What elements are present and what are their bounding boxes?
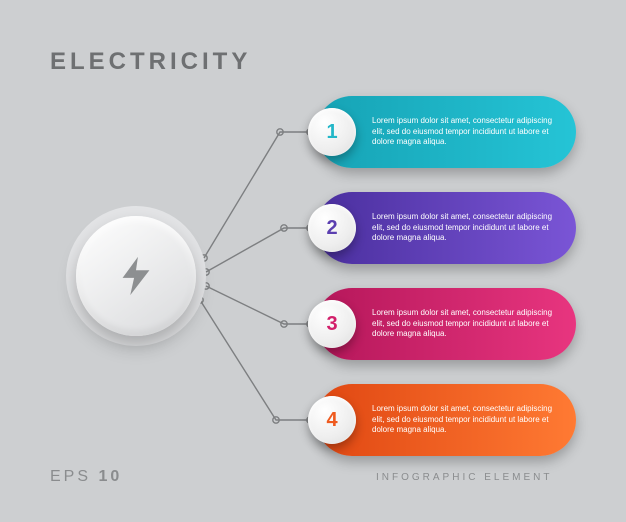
info-pill-4: 4Lorem ipsum dolor sit amet, consectetur… xyxy=(316,384,576,456)
bolt-icon xyxy=(113,253,159,299)
page-title: ELECTRICITY xyxy=(50,48,251,76)
eps-badge: EPS 10 xyxy=(50,468,122,486)
eps-version: 10 xyxy=(98,468,122,485)
hub-circle xyxy=(66,206,206,346)
info-pill-2: 2Lorem ipsum dolor sit amet, consectetur… xyxy=(316,192,576,264)
step-text-3: Lorem ipsum dolor sit amet, consectetur … xyxy=(372,308,556,340)
step-text-1: Lorem ipsum dolor sit amet, consectetur … xyxy=(372,116,556,148)
step-badge-2: 2 xyxy=(308,204,356,252)
infographic-label: INFOGRAPHIC ELEMENT xyxy=(376,472,552,483)
step-text-2: Lorem ipsum dolor sit amet, consectetur … xyxy=(372,212,556,244)
step-badge-3: 3 xyxy=(308,300,356,348)
step-text-4: Lorem ipsum dolor sit amet, consectetur … xyxy=(372,404,556,436)
step-badge-1: 1 xyxy=(308,108,356,156)
hub-inner xyxy=(76,216,196,336)
eps-label: EPS xyxy=(50,468,91,485)
step-badge-4: 4 xyxy=(308,396,356,444)
info-pill-1: 1Lorem ipsum dolor sit amet, consectetur… xyxy=(316,96,576,168)
info-pill-3: 3Lorem ipsum dolor sit amet, consectetur… xyxy=(316,288,576,360)
